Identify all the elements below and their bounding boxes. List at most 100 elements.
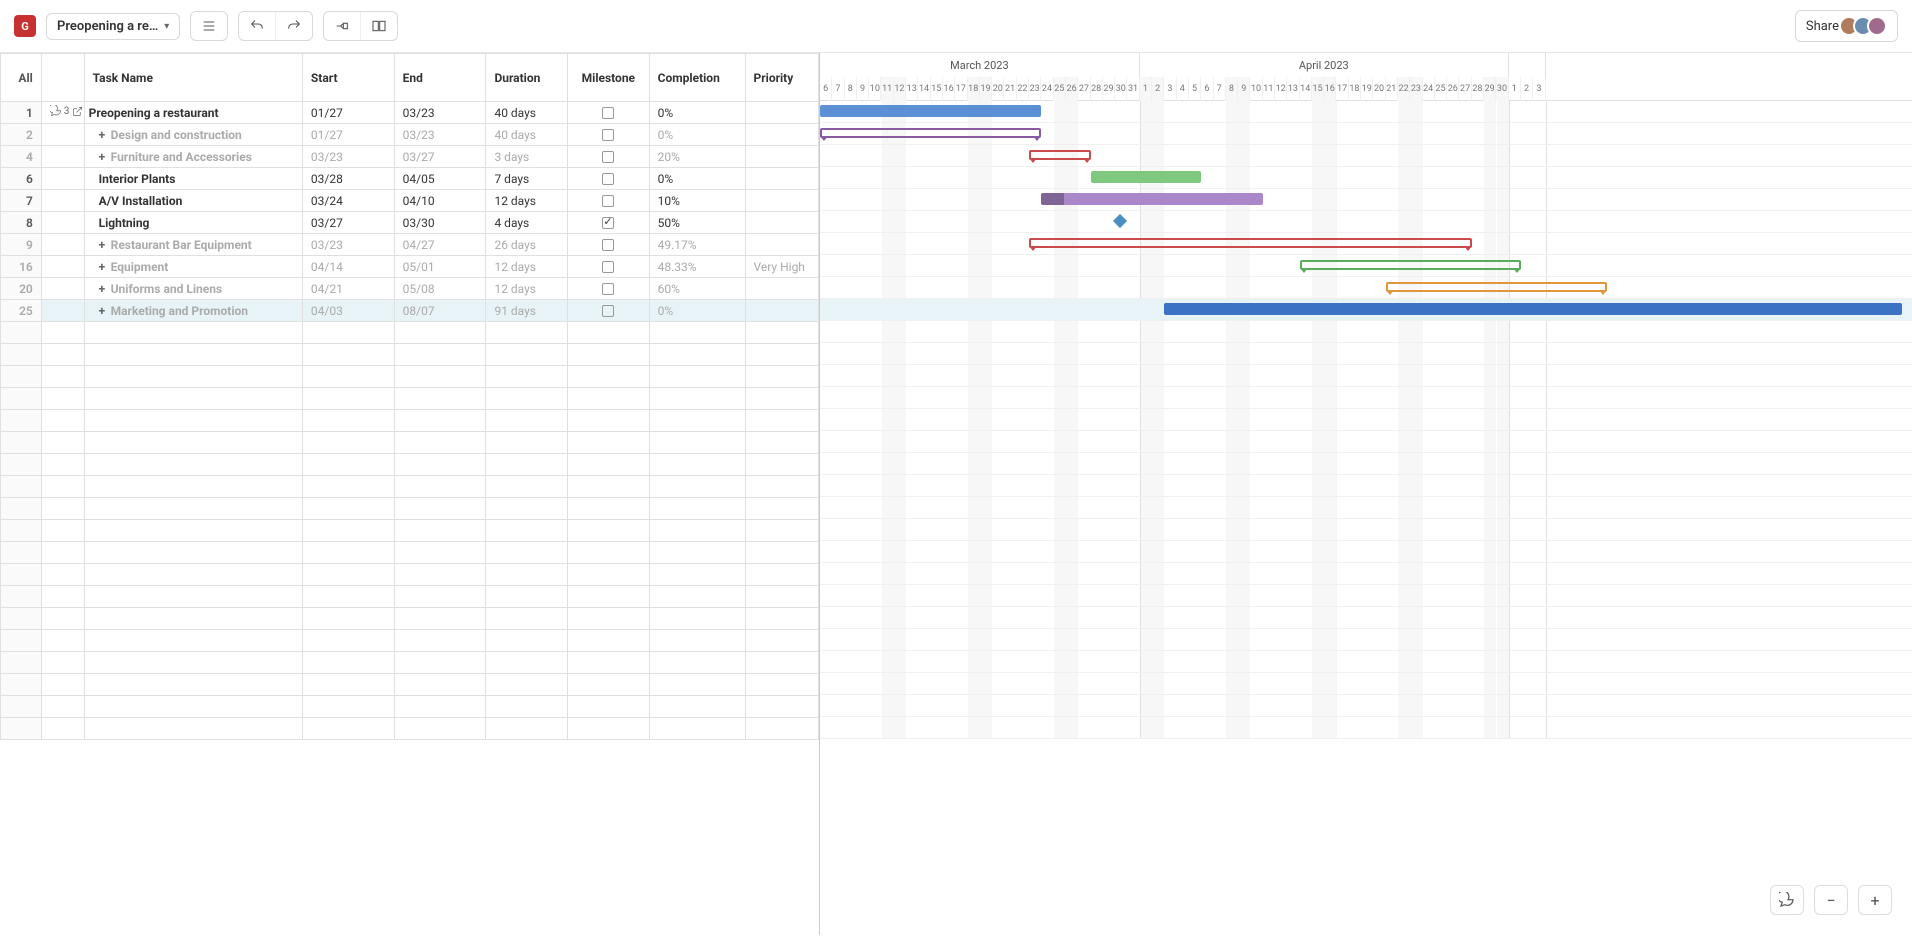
table-row[interactable]: 2 +Design and construction 01/27 03/23 4… xyxy=(1,124,819,146)
milestone-checkbox[interactable] xyxy=(602,173,614,185)
completion-cell[interactable]: 10% xyxy=(649,190,745,212)
completion-cell[interactable]: 48.33% xyxy=(649,256,745,278)
expand-toggle[interactable]: + xyxy=(99,304,109,318)
end-cell[interactable]: 03/23 xyxy=(394,102,486,124)
end-cell[interactable]: 05/01 xyxy=(394,256,486,278)
table-row[interactable] xyxy=(1,498,819,520)
gantt-row[interactable] xyxy=(820,123,1912,145)
completion-cell[interactable]: 0% xyxy=(649,102,745,124)
priority-cell[interactable] xyxy=(745,146,818,168)
task-name-cell[interactable]: Preopening a restaurant xyxy=(84,102,302,124)
priority-cell[interactable]: Very High xyxy=(745,256,818,278)
comment-icon[interactable]: 3 xyxy=(50,105,70,117)
expand-toggle[interactable]: + xyxy=(99,150,109,164)
table-row[interactable] xyxy=(1,608,819,630)
col-header-end[interactable]: End xyxy=(394,54,486,102)
col-header-completion[interactable]: Completion xyxy=(649,54,745,102)
col-header-milestone[interactable]: Milestone xyxy=(568,54,650,102)
milestone-cell[interactable] xyxy=(568,278,650,300)
priority-cell[interactable] xyxy=(745,190,818,212)
col-header-name[interactable]: Task Name xyxy=(84,54,302,102)
priority-cell[interactable] xyxy=(745,168,818,190)
completion-cell[interactable]: 0% xyxy=(649,168,745,190)
priority-cell[interactable] xyxy=(745,124,818,146)
gantt-row[interactable] xyxy=(820,189,1912,211)
col-header-indicators[interactable] xyxy=(41,54,84,102)
start-cell[interactable]: 03/27 xyxy=(302,212,394,234)
milestone-checkbox[interactable] xyxy=(602,195,614,207)
milestone-cell[interactable] xyxy=(568,190,650,212)
milestone-checkbox[interactable] xyxy=(602,107,614,119)
gantt-row[interactable] xyxy=(820,145,1912,167)
app-logo[interactable]: G xyxy=(14,15,36,37)
gantt-milestone[interactable] xyxy=(1113,214,1127,228)
task-name-cell[interactable]: +Furniture and Accessories xyxy=(84,146,302,168)
milestone-checkbox[interactable] xyxy=(602,239,614,251)
start-cell[interactable]: 03/23 xyxy=(302,234,394,256)
task-name-cell[interactable]: +Equipment xyxy=(84,256,302,278)
duration-cell[interactable]: 12 days xyxy=(486,256,568,278)
table-row[interactable] xyxy=(1,652,819,674)
table-row[interactable] xyxy=(1,388,819,410)
task-name-cell[interactable]: Lightning xyxy=(84,212,302,234)
indent-button[interactable] xyxy=(324,12,360,40)
table-row[interactable] xyxy=(1,322,819,344)
gantt-row[interactable] xyxy=(820,211,1912,233)
task-name-cell[interactable]: +Uniforms and Linens xyxy=(84,278,302,300)
expand-toggle[interactable]: + xyxy=(99,238,109,252)
priority-cell[interactable] xyxy=(745,212,818,234)
layout-button[interactable] xyxy=(360,12,397,40)
table-row[interactable] xyxy=(1,630,819,652)
completion-cell[interactable]: 50% xyxy=(649,212,745,234)
gantt-row[interactable] xyxy=(820,167,1912,189)
zoom-in-button[interactable]: + xyxy=(1858,885,1892,915)
project-dropdown[interactable]: Preopening a re… ▾ xyxy=(46,13,180,40)
task-grid-pane[interactable]: All Task Name Start End Duration Milesto… xyxy=(0,53,820,935)
table-row[interactable] xyxy=(1,696,819,718)
duration-cell[interactable]: 12 days xyxy=(486,278,568,300)
share-button[interactable]: Share xyxy=(1795,10,1898,42)
table-row[interactable]: 8 Lightning 03/27 03/30 4 days 50% xyxy=(1,212,819,234)
table-row[interactable] xyxy=(1,674,819,696)
zoom-out-button[interactable]: − xyxy=(1814,885,1848,915)
end-cell[interactable]: 04/10 xyxy=(394,190,486,212)
col-header-priority[interactable]: Priority xyxy=(745,54,818,102)
priority-cell[interactable] xyxy=(745,300,818,322)
milestone-checkbox[interactable] xyxy=(602,129,614,141)
start-cell[interactable]: 04/14 xyxy=(302,256,394,278)
comments-button[interactable] xyxy=(1770,885,1804,915)
gantt-bar[interactable] xyxy=(820,128,1041,138)
start-cell[interactable]: 01/27 xyxy=(302,124,394,146)
duration-cell[interactable]: 26 days xyxy=(486,234,568,256)
end-cell[interactable]: 03/27 xyxy=(394,146,486,168)
expand-toggle[interactable]: + xyxy=(99,128,109,142)
table-row[interactable] xyxy=(1,476,819,498)
milestone-cell[interactable] xyxy=(568,234,650,256)
milestone-checkbox[interactable] xyxy=(602,261,614,273)
gantt-row[interactable] xyxy=(820,277,1912,299)
end-cell[interactable]: 05/08 xyxy=(394,278,486,300)
duration-cell[interactable]: 12 days xyxy=(486,190,568,212)
task-name-cell[interactable]: +Design and construction xyxy=(84,124,302,146)
end-cell[interactable]: 03/30 xyxy=(394,212,486,234)
milestone-checkbox[interactable] xyxy=(602,217,614,229)
milestone-checkbox[interactable] xyxy=(602,283,614,295)
gantt-row[interactable] xyxy=(820,101,1912,123)
start-cell[interactable]: 04/21 xyxy=(302,278,394,300)
milestone-checkbox[interactable] xyxy=(602,151,614,163)
gantt-bar[interactable] xyxy=(1386,282,1607,292)
expand-toggle[interactable]: + xyxy=(99,282,109,296)
milestone-cell[interactable] xyxy=(568,212,650,234)
gantt-row[interactable] xyxy=(820,233,1912,255)
milestone-cell[interactable] xyxy=(568,168,650,190)
undo-button[interactable] xyxy=(239,12,275,40)
table-row[interactable] xyxy=(1,344,819,366)
gantt-bar[interactable] xyxy=(1091,171,1202,183)
milestone-cell[interactable] xyxy=(568,146,650,168)
start-cell[interactable]: 03/28 xyxy=(302,168,394,190)
start-cell[interactable]: 03/24 xyxy=(302,190,394,212)
task-name-cell[interactable]: A/V Installation xyxy=(84,190,302,212)
table-row[interactable]: 1 3 Preopening a restaurant 01/27 03/23 … xyxy=(1,102,819,124)
end-cell[interactable]: 04/05 xyxy=(394,168,486,190)
duration-cell[interactable]: 4 days xyxy=(486,212,568,234)
